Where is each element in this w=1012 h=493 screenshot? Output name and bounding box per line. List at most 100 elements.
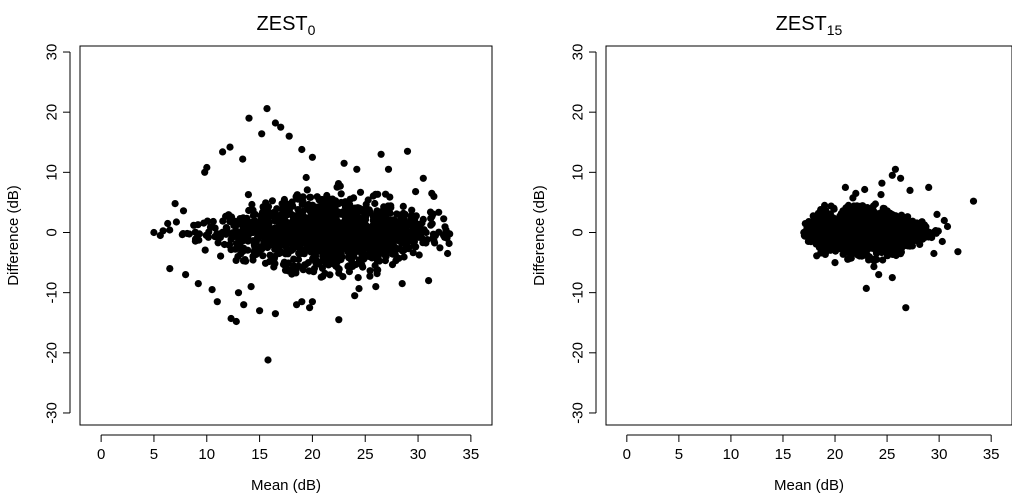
chart0-x-tick-label: 15: [251, 446, 268, 463]
chart0-point: [296, 214, 304, 222]
chart0-y-axis-label: Difference (dB): [5, 185, 22, 286]
chart0-point: [220, 240, 229, 249]
chart0-point: [295, 262, 303, 270]
chart0-point: [285, 246, 293, 254]
chart0-point: [399, 202, 407, 210]
chart1-point: [930, 249, 938, 258]
chart0-point: [407, 228, 415, 236]
chart0-point: [440, 215, 448, 223]
chart1-point: [842, 204, 850, 212]
chart1-point: [886, 243, 894, 251]
chart1-point: [826, 210, 835, 218]
chart0-point: [236, 215, 244, 223]
chart0-point: [201, 168, 209, 176]
chart0-y-tick-label: 20: [44, 104, 61, 121]
chart0-point: [412, 188, 420, 196]
chart1-point: [888, 274, 896, 282]
chart1-y-tick-label: -10: [570, 282, 587, 304]
chart0-point: [232, 256, 240, 264]
chart0-point: [384, 165, 393, 173]
chart0-point: [164, 219, 172, 228]
chart0-point: [355, 256, 363, 264]
chart1-point: [836, 231, 845, 239]
chart1-point: [854, 209, 862, 217]
chart1-point: [856, 223, 864, 231]
chart1-point: [835, 244, 844, 252]
chart0-point: [392, 257, 400, 265]
chart0-point: [281, 266, 290, 274]
chart0-point: [380, 203, 388, 211]
chart1-point: [856, 202, 864, 210]
chart0-point: [156, 231, 164, 240]
chart0-point: [257, 243, 265, 251]
chart1-y-tick-label: -30: [570, 402, 587, 424]
chart1-point: [870, 233, 879, 241]
chart0-x-axis-label: Mean (dB): [251, 477, 321, 493]
chart1-point: [872, 248, 880, 256]
chart0-point: [298, 200, 306, 208]
chart1-point: [897, 174, 905, 182]
chart1-point: [871, 216, 880, 224]
chart0-point: [409, 218, 417, 226]
chart0-point: [415, 251, 423, 259]
chart1-x-tick-label: 25: [879, 446, 896, 463]
chart1-points: [800, 165, 978, 312]
chart1-point: [864, 232, 872, 240]
chart0-y-tick-label: -30: [44, 402, 61, 424]
chart1-x-tick-label: 35: [983, 446, 1000, 463]
chart1-point: [815, 232, 823, 241]
chart0-point: [251, 244, 259, 252]
chart1-point: [890, 221, 898, 229]
chart1-y-axis-label: Difference (dB): [531, 185, 548, 286]
chart1-point: [907, 223, 916, 231]
chart1-x-tick-label: 10: [723, 446, 740, 463]
chart0-point: [324, 248, 333, 256]
chart0-point: [201, 246, 209, 254]
chart0-point: [347, 207, 355, 215]
chart0-y-tick-label: 0: [44, 228, 61, 236]
chart0-point: [315, 244, 324, 252]
chart0-point: [206, 223, 215, 231]
chart0-point: [219, 217, 227, 225]
chart0-point: [248, 200, 256, 209]
chart0-point: [372, 283, 380, 291]
chart0-point: [330, 232, 338, 240]
zest0-panel: ZEST0 0 5 10 15 20 25 30 35 -30 -20 -10 0 10 20 30 Mean …: [5, 13, 493, 493]
chart0-point: [226, 143, 234, 151]
chart1-point: [821, 219, 829, 227]
chart0-point: [410, 242, 418, 250]
chart1-point: [888, 171, 896, 179]
chart0-point: [353, 243, 361, 251]
chart0-point: [249, 256, 257, 264]
chart0-x-tick-label: 0: [97, 446, 105, 463]
chart0-point: [200, 219, 208, 227]
chart0-point: [288, 211, 296, 219]
chart1-point: [879, 256, 887, 264]
chart0-point: [351, 228, 359, 236]
chart0-point: [344, 245, 352, 253]
chart0-point: [435, 208, 443, 216]
chart0-point: [361, 226, 369, 235]
chart0-point: [354, 274, 362, 282]
chart0-point: [256, 307, 264, 315]
chart0-point: [280, 258, 288, 266]
chart0-point: [293, 301, 301, 309]
chart1-point: [851, 235, 859, 243]
chart1-point: [940, 216, 948, 225]
chart0-point: [278, 233, 286, 241]
chart0-point: [219, 148, 227, 156]
chart0-point: [323, 191, 331, 200]
chart1-point: [811, 223, 819, 231]
chart0-point: [379, 239, 387, 247]
chart1-point: [969, 197, 978, 205]
chart1-point: [863, 212, 871, 220]
chart0-point: [287, 202, 295, 210]
chart0-point: [239, 155, 247, 163]
chart0-point: [403, 147, 412, 155]
chart0-point: [228, 214, 236, 223]
chart0-point: [351, 249, 359, 257]
chart0-point: [370, 215, 378, 223]
chart0-point: [266, 251, 274, 259]
chart0-point: [179, 207, 188, 215]
chart0-point: [171, 200, 179, 208]
